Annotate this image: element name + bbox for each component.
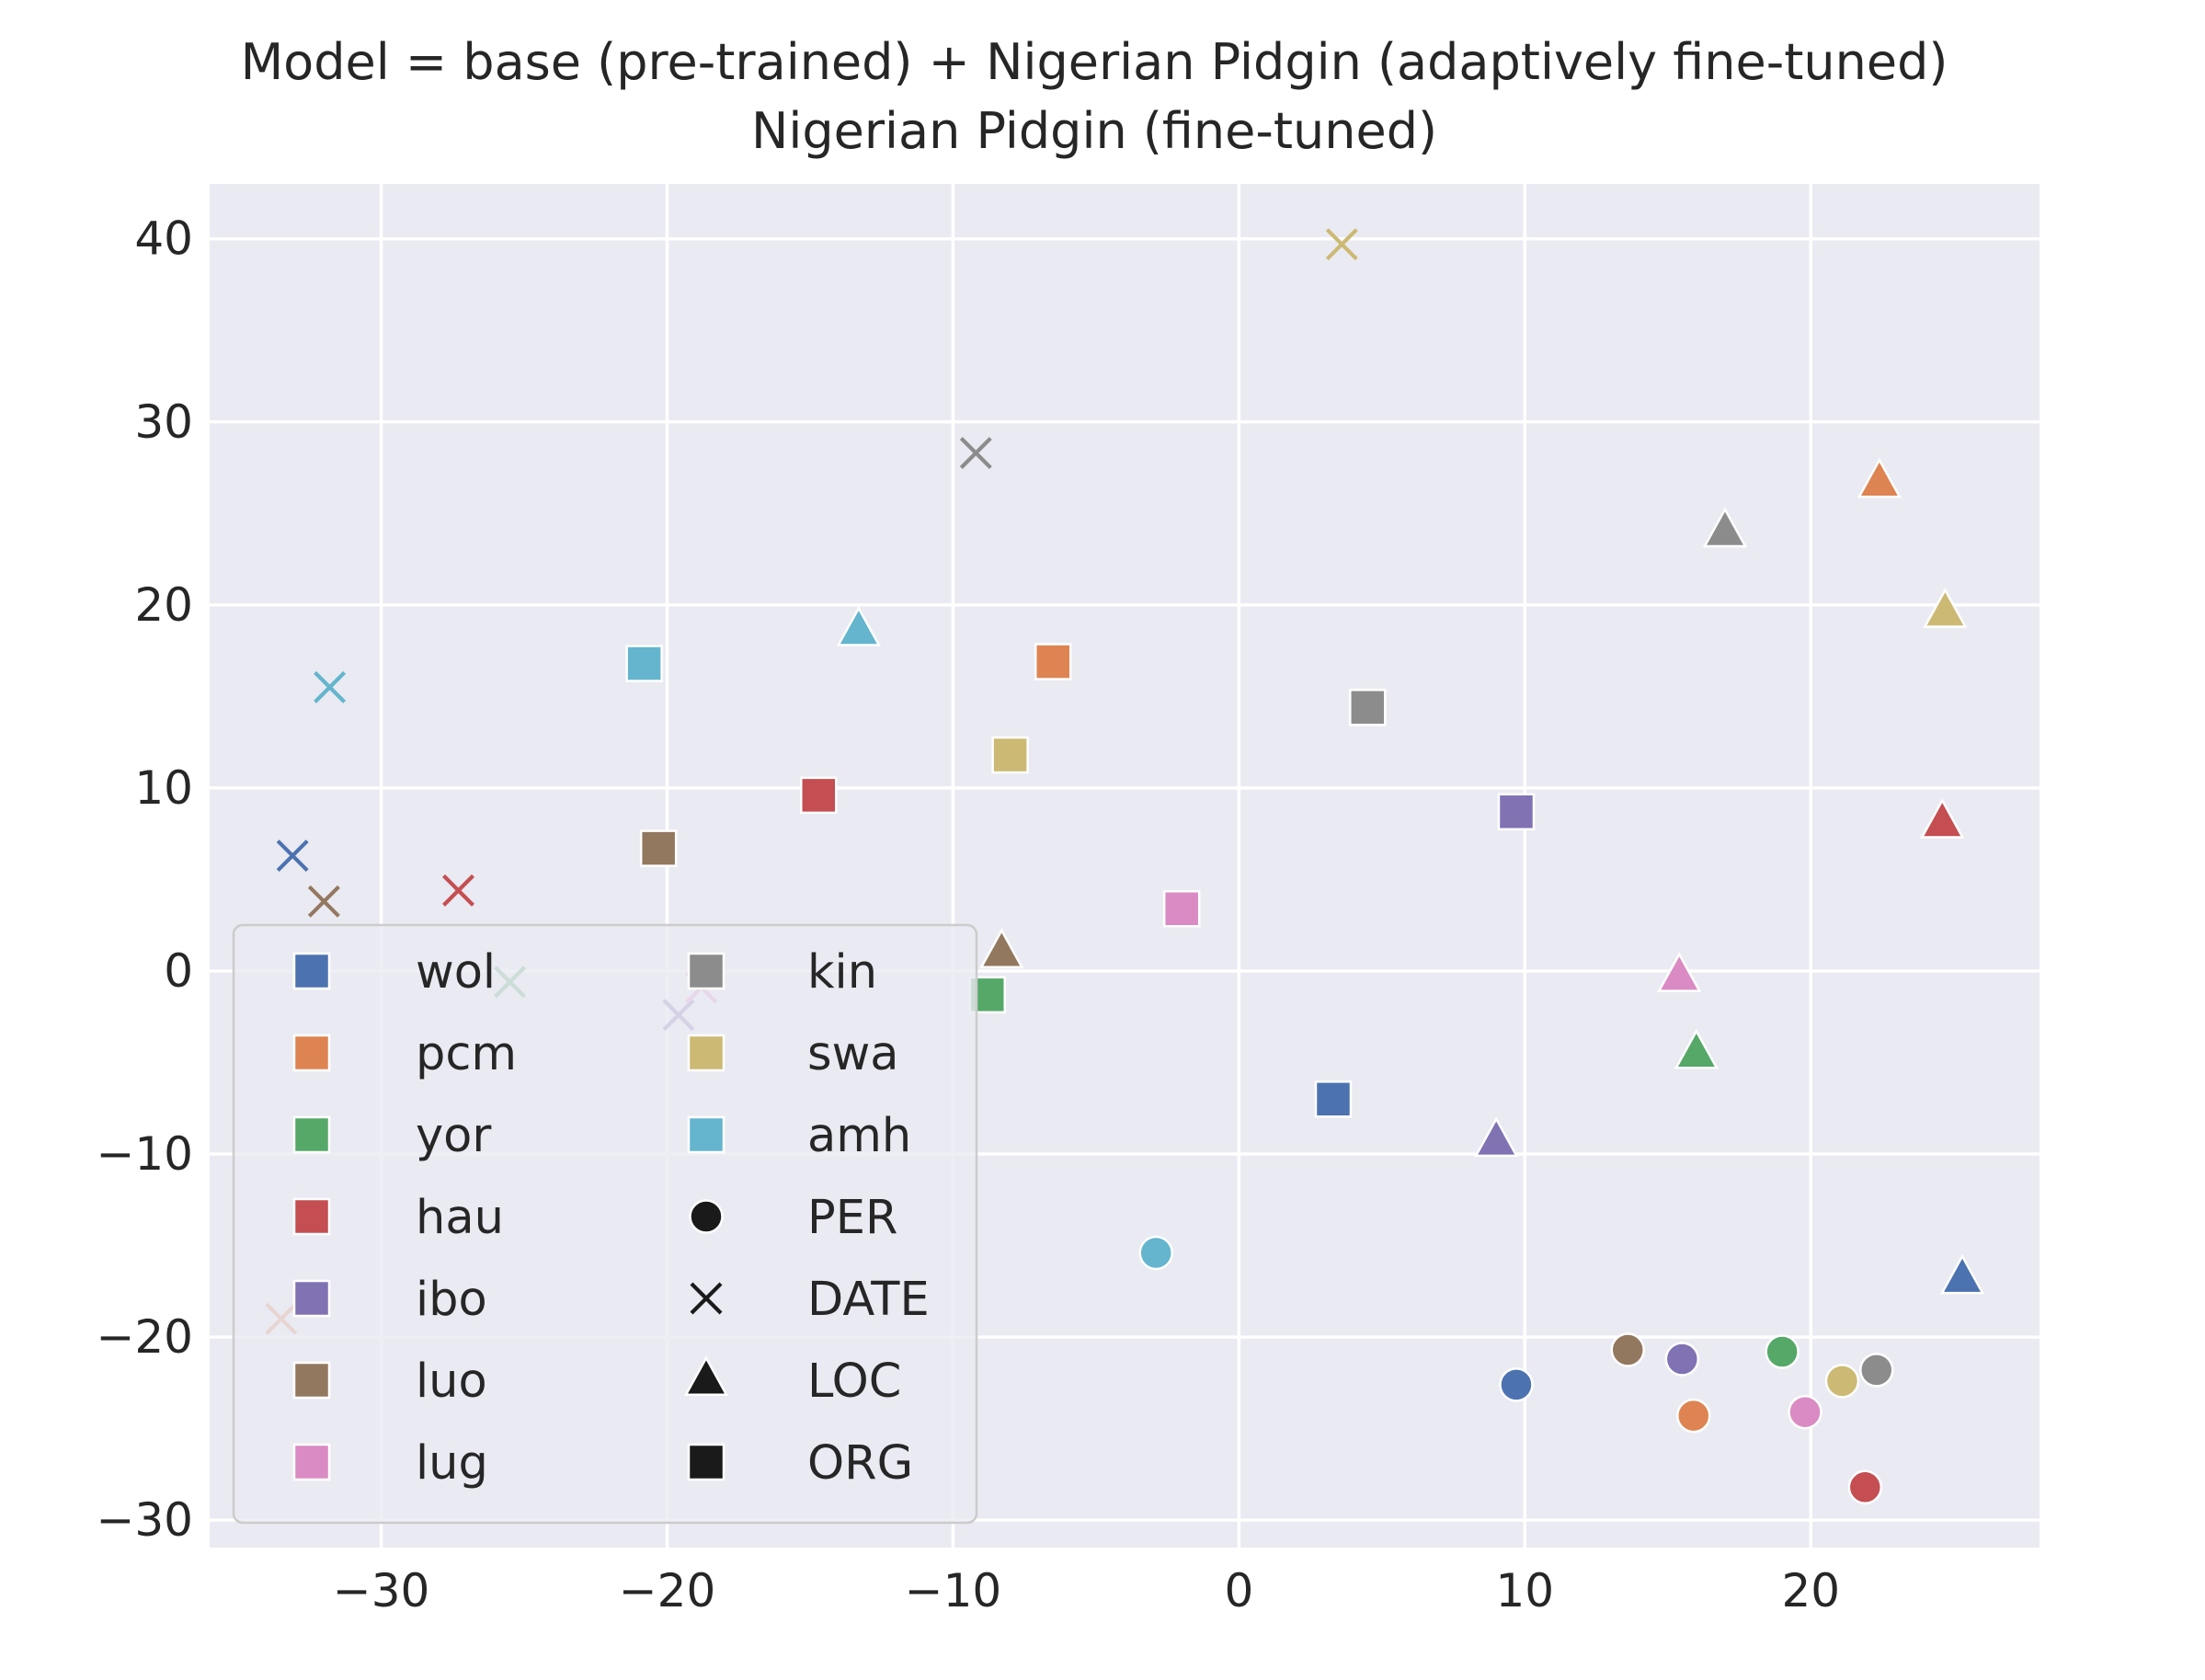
point-swa-org: [991, 736, 1029, 774]
point-kin-per: [1859, 1353, 1894, 1388]
x-axis-ticks: −30 −20 −10 0 10 20: [333, 1564, 1840, 1617]
legend-label-ibo: ibo: [416, 1273, 487, 1327]
point-yor-loc: [1674, 1028, 1719, 1069]
y-tick-label: −30: [96, 1493, 193, 1547]
point-wol-loc: [1939, 1253, 1985, 1295]
legend-marker-swa: [687, 1034, 725, 1072]
y-tick-label: 10: [134, 761, 193, 815]
point-amh-loc: [836, 605, 881, 646]
y-tick-label: 40: [134, 212, 193, 266]
data-points: [265, 228, 1985, 1505]
point-swa-loc: [1923, 588, 1968, 628]
point-pcm-loc: [1857, 457, 1902, 498]
y-tick-label: −10: [96, 1127, 193, 1181]
point-hau-per: [1847, 1469, 1883, 1505]
chart-subtitle: Nigerian Pidgin (fine-tuned): [751, 102, 1437, 160]
legend-label-amh: amh: [807, 1109, 911, 1163]
point-wol-org: [1314, 1080, 1353, 1118]
legend-label-date: DATE: [807, 1273, 930, 1327]
point-yor-per: [1765, 1334, 1799, 1369]
legend-marker-hau: [292, 1197, 331, 1236]
legend-marker-loc: [683, 1355, 729, 1396]
x-tick-label: 10: [1496, 1564, 1555, 1617]
point-hau-org: [800, 776, 838, 815]
point-luo-loc: [979, 928, 1024, 969]
x-tick-label: 0: [1224, 1564, 1253, 1617]
legend-marker-amh: [687, 1115, 725, 1154]
point-lug-loc: [1657, 952, 1702, 992]
x-tick-label: −20: [619, 1564, 716, 1617]
point-amh-per: [1138, 1235, 1173, 1271]
legend: wol pcm yor hau ibo luo lug kin swa amh PER DATE LOC…: [232, 923, 978, 1525]
legend-marker-yor: [292, 1115, 331, 1154]
point-luo-org: [639, 829, 678, 867]
legend-label-kin: kin: [807, 945, 877, 1000]
y-tick-label: 0: [164, 944, 193, 998]
point-ibo-per: [1664, 1342, 1700, 1377]
legend-label-swa: swa: [807, 1027, 899, 1081]
x-tick-label: −10: [905, 1564, 1002, 1617]
legend-label-wol: wol: [416, 945, 496, 1000]
point-amh-org: [625, 645, 663, 682]
legend-box: [232, 923, 978, 1525]
y-tick-label: −20: [96, 1310, 193, 1364]
point-kin-org: [1349, 689, 1387, 726]
point-swa-per: [1824, 1364, 1860, 1399]
legend-marker-kin: [687, 952, 725, 990]
point-pcm-org: [1034, 643, 1072, 680]
point-wol-date: [276, 840, 309, 873]
point-luo-date: [307, 885, 340, 918]
point-wol-per: [1499, 1367, 1534, 1402]
legend-label-pcm: pcm: [416, 1027, 517, 1081]
legend-marker-org: [687, 1443, 725, 1481]
legend-marker-date: [690, 1282, 723, 1315]
point-lug-per: [1788, 1394, 1822, 1430]
point-hau-loc: [1920, 797, 1965, 839]
point-luo-per: [1610, 1332, 1645, 1367]
legend-label-per: PER: [807, 1191, 897, 1245]
point-lug-org: [1162, 890, 1201, 928]
chart-title: Model = base (pre-trained) + Nigerian Pi…: [241, 33, 1948, 91]
point-kin-date: [959, 437, 992, 470]
legend-marker-per: [689, 1199, 724, 1234]
legend-marker-luo: [292, 1361, 331, 1400]
legend-label-loc: LOC: [807, 1354, 901, 1409]
x-tick-label: 20: [1781, 1564, 1840, 1617]
point-ibo-org: [1497, 793, 1536, 831]
legend-label-luo: luo: [416, 1354, 487, 1409]
point-swa-date: [1325, 228, 1358, 261]
legend-marker-lug: [292, 1443, 331, 1481]
legend-label-hau: hau: [416, 1191, 504, 1245]
legend-label-yor: yor: [416, 1109, 491, 1163]
y-tick-label: 20: [134, 578, 193, 632]
legend-label-org: ORG: [807, 1436, 913, 1491]
point-kin-loc: [1702, 507, 1748, 548]
point-pcm-per: [1676, 1398, 1711, 1434]
legend-marker-pcm: [292, 1034, 331, 1072]
legend-marker-wol: [292, 952, 331, 990]
x-tick-label: −30: [333, 1564, 430, 1617]
point-hau-date: [442, 874, 475, 907]
y-tick-label: 30: [134, 395, 193, 449]
legend-marker-ibo: [292, 1279, 331, 1318]
legend-label-lug: lug: [416, 1436, 488, 1491]
y-axis-ticks: −30 −20 −10 0 10 20 30 40: [96, 212, 193, 1547]
point-ibo-loc: [1474, 1116, 1519, 1158]
point-amh-date: [314, 670, 347, 703]
